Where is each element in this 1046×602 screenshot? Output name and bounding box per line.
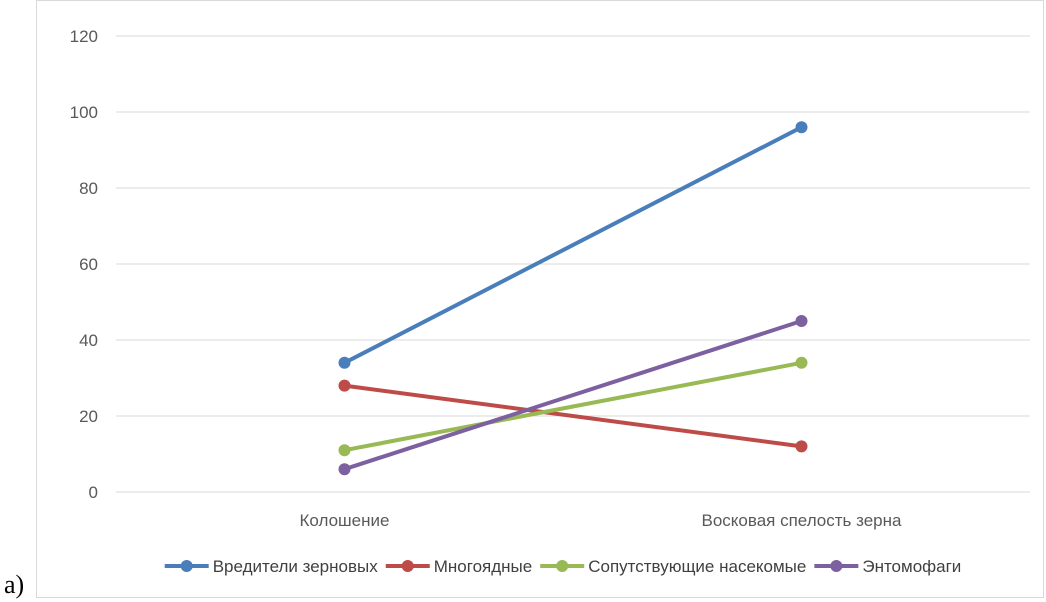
legend: Вредители зерновых Многоядные Сопутствующи… — [164, 557, 961, 576]
data-point — [795, 315, 808, 327]
legend-item: Вредители зерновых — [164, 557, 379, 576]
y-tick-label: 60 — [79, 255, 98, 274]
y-tick-label: 0 — [89, 483, 98, 502]
legend-item: Многоядные — [385, 557, 532, 576]
legend-swatch-marker — [180, 560, 193, 572]
series-line — [342, 383, 804, 449]
legend-swatch-marker — [556, 560, 569, 572]
series-line — [342, 319, 804, 472]
data-point — [338, 356, 351, 369]
data-point — [338, 379, 351, 392]
series-4 — [338, 315, 808, 476]
legend-label: Сопутствующие насекомые — [588, 557, 806, 576]
x-tick-label: Восковая спелость зерна — [702, 511, 903, 530]
legend-item: Энтомофаги — [814, 557, 961, 576]
y-tick-label: 100 — [70, 103, 98, 122]
x-axis-ticks: Колошение Восковая спелость зерна — [300, 511, 903, 530]
series-1 — [338, 121, 808, 369]
legend-label: Энтомофаги — [862, 557, 961, 576]
legend-swatch-marker — [401, 560, 414, 572]
data-point — [338, 463, 351, 476]
legend-label: Вредители зерновых — [213, 557, 379, 576]
legend-swatch-marker — [830, 560, 843, 572]
panel-label: а) — [4, 570, 25, 599]
series-3 — [338, 356, 808, 457]
data-point — [795, 440, 808, 453]
data-point — [795, 121, 808, 134]
y-tick-label: 20 — [79, 407, 98, 426]
legend-item: Сопутствующие насекомые — [540, 557, 806, 576]
y-tick-label: 120 — [70, 27, 98, 46]
gridlines — [116, 35, 1030, 493]
data-point — [795, 356, 808, 369]
x-tick-label: Колошение — [300, 511, 390, 530]
series-layer — [338, 121, 808, 476]
series-2 — [338, 379, 808, 453]
y-tick-label: 80 — [79, 179, 98, 198]
y-axis-ticks: 0 20 40 60 80 100 120 — [70, 27, 98, 502]
chart-frame — [36, 0, 1044, 598]
series-line — [342, 360, 804, 453]
data-point — [338, 444, 351, 457]
series-line — [342, 125, 804, 365]
y-tick-label: 40 — [79, 331, 98, 350]
legend-label: Многоядные — [434, 557, 532, 576]
